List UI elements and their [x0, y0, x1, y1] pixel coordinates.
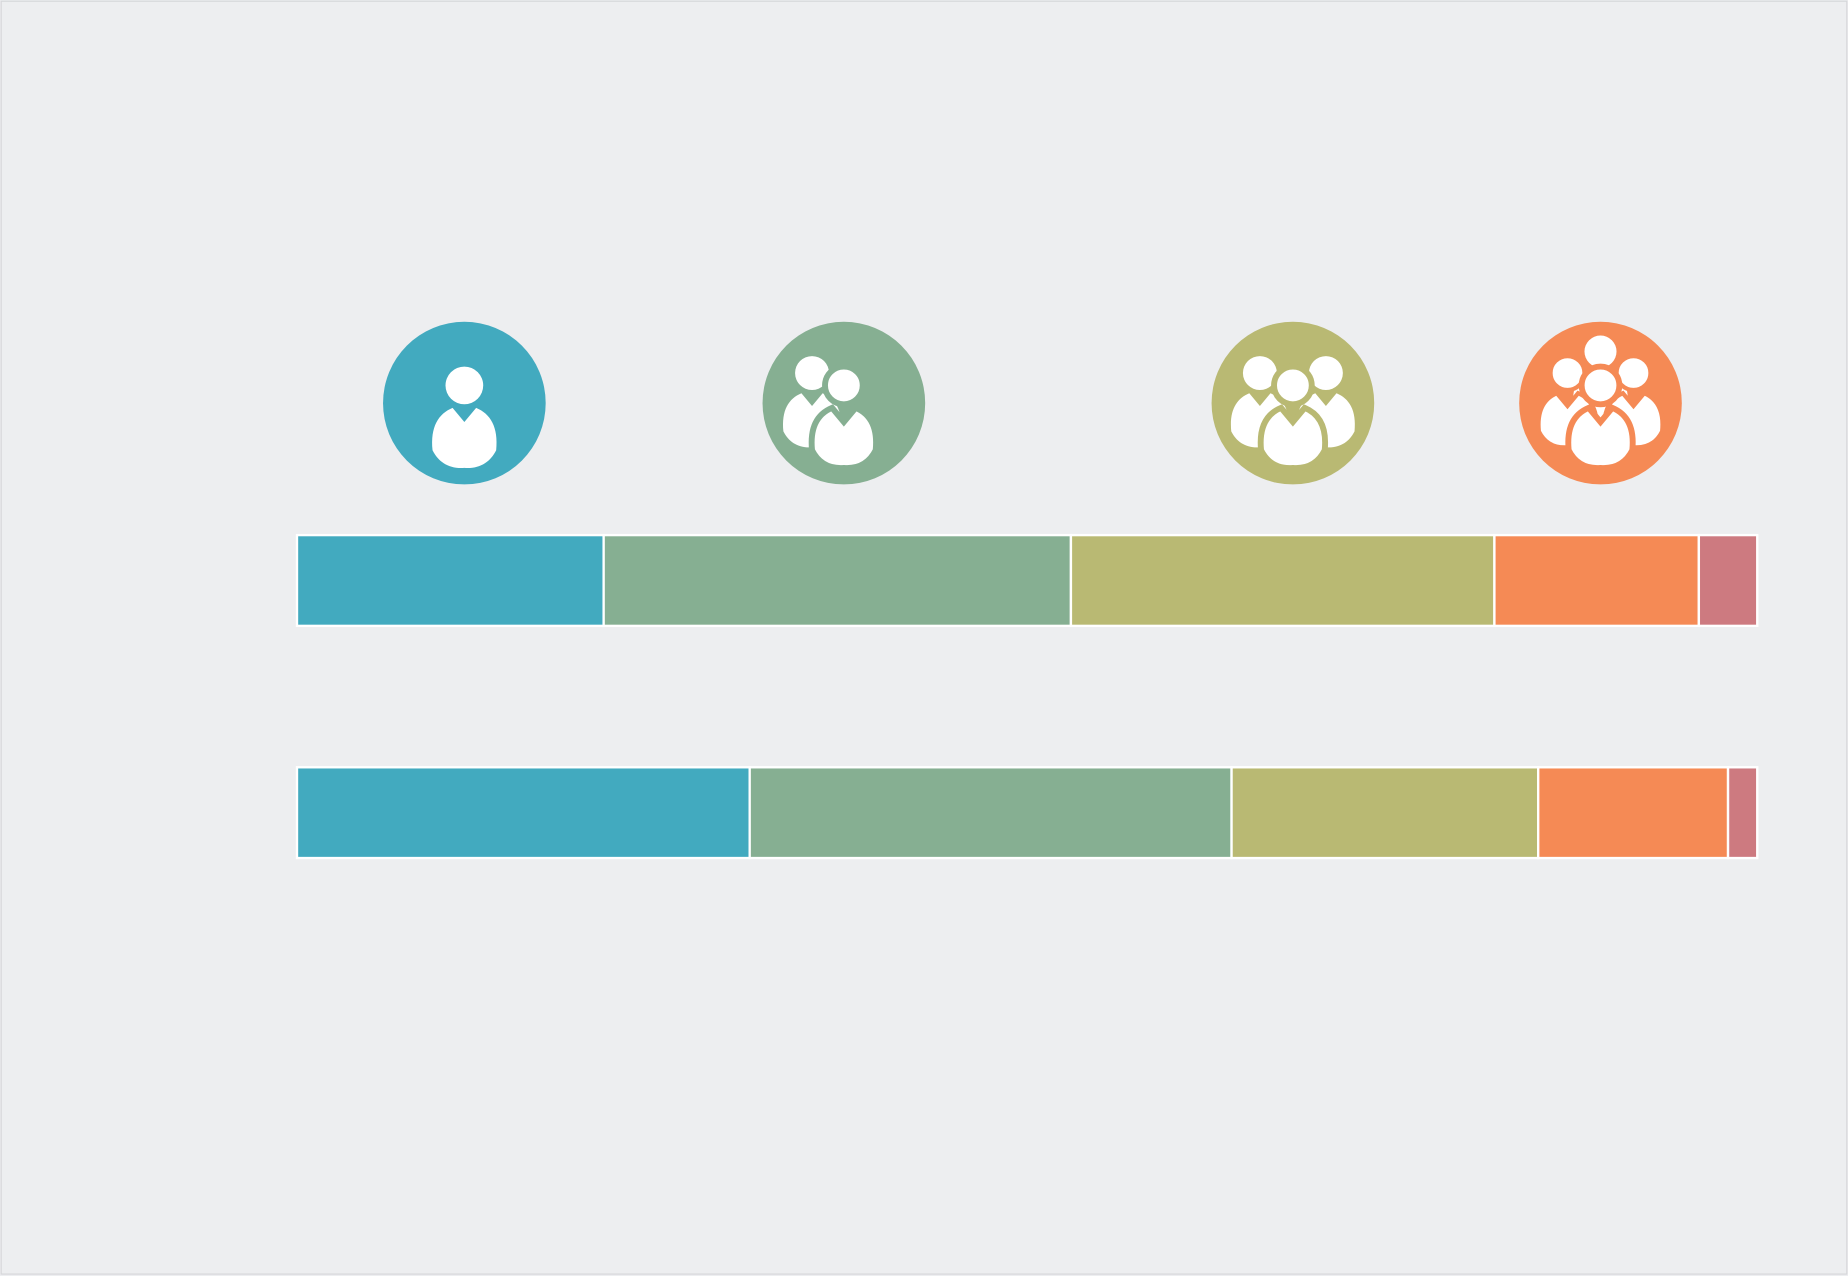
- bar-segment: [1537, 766, 1730, 860]
- bars: [295, 533, 1759, 860]
- bar-segment: [1069, 533, 1496, 628]
- bar-segment: [295, 766, 751, 860]
- bar-segment: [1230, 766, 1540, 860]
- bar-segment: [748, 766, 1233, 860]
- icon-pair: [762, 321, 926, 485]
- bar-segment: [602, 533, 1073, 628]
- icon-single: [383, 321, 546, 485]
- icon-crowd: [1519, 321, 1682, 485]
- bar-segment: [1697, 533, 1759, 628]
- bar-segment: [1493, 533, 1701, 628]
- bar-segment: [1726, 766, 1759, 860]
- icon-group: [1211, 321, 1375, 485]
- bar-segment: [295, 533, 605, 628]
